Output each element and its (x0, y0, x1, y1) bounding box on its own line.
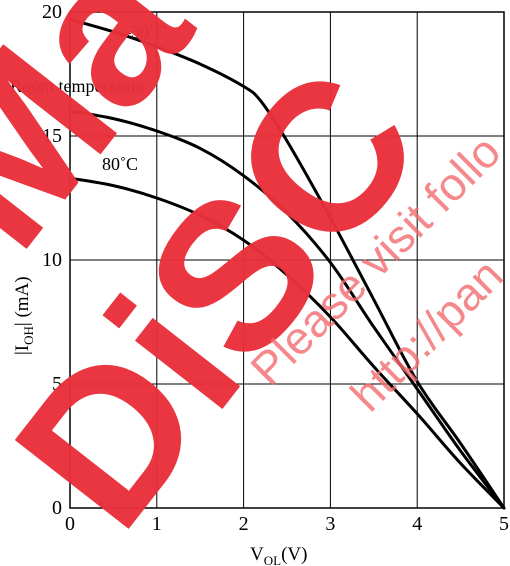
series-line-1 (68, 109, 506, 510)
series-label-room: Room temperature (10, 76, 144, 96)
series-curves (68, 17, 506, 510)
series-label-minus30: –30˚C (121, 22, 167, 42)
x-tick-label-4: 4 (412, 513, 422, 535)
x-tick-label-3: 3 (325, 513, 335, 535)
x-tick-label-5: 5 (499, 513, 509, 535)
y-tick-label-0: 0 (52, 497, 62, 519)
x-tick-label-2: 2 (239, 513, 249, 535)
y-tick-label-1: 5 (52, 373, 62, 395)
series-label-80: 80˚C (102, 154, 138, 174)
tick-labels: 0 1 2 3 4 5 0 5 10 15 20 (42, 1, 509, 535)
y-tick-label-4: 20 (42, 1, 62, 23)
plot-frame (69, 11, 505, 509)
series-line-2 (68, 176, 506, 510)
plot-border (69, 11, 505, 509)
series-line-0 (68, 17, 506, 510)
x-tick-label-1: 1 (152, 513, 162, 535)
y-tick-label-3: 15 (42, 125, 62, 147)
y-axis-title: |IOH| (mA) (12, 276, 36, 355)
y-tick-label-2: 10 (42, 249, 62, 271)
x-axis-title: VOL(V) (250, 544, 307, 566)
x-tick-label-0: 0 (65, 513, 75, 535)
